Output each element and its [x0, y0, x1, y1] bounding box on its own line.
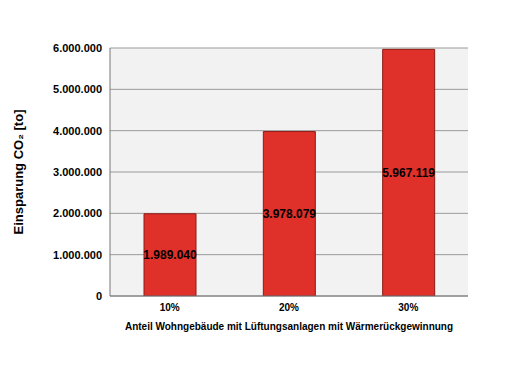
svg-text:1.000.000: 1.000.000: [53, 249, 102, 261]
svg-text:3.000.000: 3.000.000: [53, 166, 102, 178]
svg-text:3.978.079: 3.978.079: [263, 207, 317, 221]
svg-text:2.000.000: 2.000.000: [53, 207, 102, 219]
svg-text:1.989.040: 1.989.040: [143, 248, 197, 262]
svg-text:Einsparung CO₂ [to]: Einsparung CO₂ [to]: [11, 110, 26, 235]
svg-text:Anteil Wohngebäude mit Lüftung: Anteil Wohngebäude mit Lüftungsanlagen m…: [125, 321, 453, 332]
svg-text:0: 0: [96, 290, 102, 302]
svg-text:6.000.000: 6.000.000: [53, 42, 102, 54]
svg-text:4.000.000: 4.000.000: [53, 125, 102, 137]
svg-text:5.967.119: 5.967.119: [382, 166, 435, 180]
svg-text:20%: 20%: [279, 302, 299, 313]
svg-text:30%: 30%: [398, 302, 418, 313]
svg-text:5.000.000: 5.000.000: [53, 83, 102, 95]
svg-text:10%: 10%: [160, 302, 180, 313]
